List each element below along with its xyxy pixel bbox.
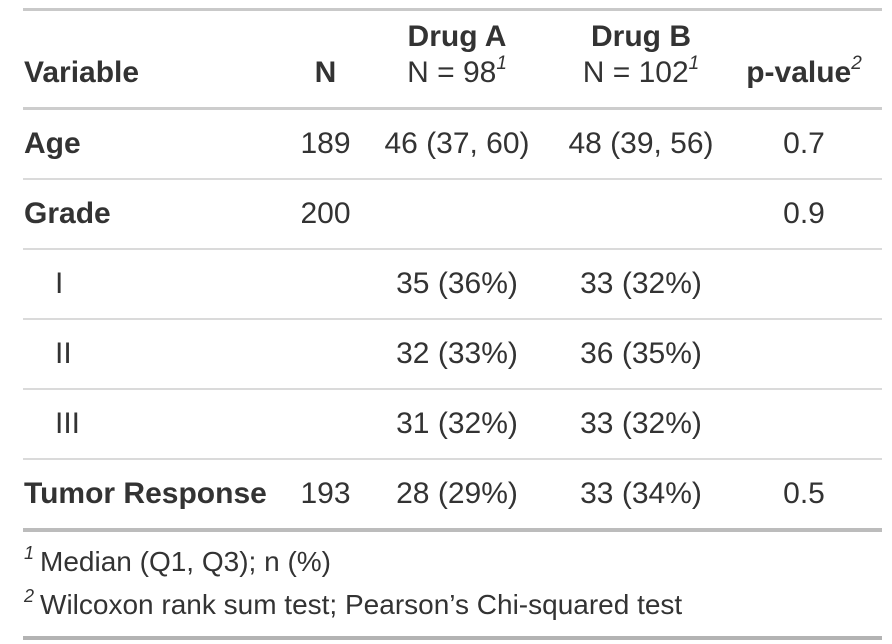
cell-p-value — [726, 319, 882, 390]
cell-p-value — [726, 389, 882, 460]
cell-drug-b: 33 (32%) — [556, 249, 726, 320]
cell-p-value: 0.9 — [726, 179, 882, 250]
table-footnotes: 1 Median (Q1, Q3); n (%) 2 Wilcoxon rank s… — [23, 532, 882, 640]
cell-p-value: 0.5 — [726, 459, 882, 532]
cell-drug-b: 33 (32%) — [556, 389, 726, 460]
cell-label: III — [23, 389, 293, 460]
cell-n — [293, 389, 358, 460]
cell-n — [293, 319, 358, 390]
cell-drug-b: 48 (39, 56) — [556, 108, 726, 180]
cell-n: 200 — [293, 179, 358, 250]
col-header-drug-b-title: Drug B — [591, 20, 691, 53]
cell-n — [293, 249, 358, 320]
cell-drug-a: 32 (33%) — [358, 319, 556, 390]
header-row: Variable N Drug A N = 981 Drug B N = 102… — [23, 9, 882, 110]
col-header-n: N — [293, 9, 358, 110]
footnote-1-text: Median (Q1, Q3); n (%) — [40, 546, 331, 577]
col-header-p-value: p-value2 — [726, 9, 882, 110]
col-header-drug-a-title: Drug A — [407, 20, 507, 53]
cell-drug-a: 28 (29%) — [358, 459, 556, 532]
col-header-variable: Variable — [23, 9, 293, 110]
footnote-2-text: Wilcoxon rank sum test; Pearson’s Chi-sq… — [40, 589, 683, 620]
summary-table-container: Variable N Drug A N = 981 Drug B N = 102… — [23, 8, 882, 640]
cell-drug-b — [556, 179, 726, 250]
cell-label: II — [23, 319, 293, 390]
table-row-age: Age 189 46 (37, 60) 48 (39, 56) 0.7 — [23, 108, 882, 180]
table-row-tumor-response: Tumor Response 193 28 (29%) 33 (34%) 0.5 — [23, 459, 882, 532]
footnote-2: 2 Wilcoxon rank sum test; Pearson’s Chi-s… — [24, 586, 882, 624]
footnote-mark-1: 1 — [496, 53, 507, 74]
col-header-drug-b-n: N = 1021 — [582, 53, 700, 89]
cell-label: Tumor Response — [23, 459, 293, 532]
cell-drug-a — [358, 179, 556, 250]
cell-n: 193 — [293, 459, 358, 532]
cell-label: Grade — [23, 179, 293, 250]
cell-p-value — [726, 249, 882, 320]
table-header: Variable N Drug A N = 981 Drug B N = 102… — [23, 9, 882, 110]
table-row-grade-iii: III 31 (32%) 33 (32%) — [23, 389, 882, 460]
col-header-drug-b: Drug B N = 1021 — [556, 9, 726, 110]
table-body: Age 189 46 (37, 60) 48 (39, 56) 0.7 Grad… — [23, 108, 882, 532]
table-row-grade-ii: II 32 (33%) 36 (35%) — [23, 319, 882, 390]
table-row-grade: Grade 200 0.9 — [23, 179, 882, 250]
footnote-1: 1 Median (Q1, Q3); n (%) — [24, 543, 882, 581]
cell-drug-a: 31 (32%) — [358, 389, 556, 460]
cell-drug-a: 46 (37, 60) — [358, 108, 556, 180]
cell-drug-b: 36 (35%) — [556, 319, 726, 390]
cell-label: I — [23, 249, 293, 320]
footnote-mark-2: 2 — [851, 53, 862, 74]
summary-table: Variable N Drug A N = 981 Drug B N = 102… — [23, 8, 882, 532]
col-header-drug-a-n: N = 981 — [407, 53, 507, 89]
table-row-grade-i: I 35 (36%) 33 (32%) — [23, 249, 882, 320]
footnote-1-mark: 1 — [24, 542, 35, 563]
cell-drug-b: 33 (34%) — [556, 459, 726, 532]
col-header-drug-a: Drug A N = 981 — [358, 9, 556, 110]
footnote-mark-1: 1 — [688, 53, 700, 74]
cell-p-value: 0.7 — [726, 108, 882, 180]
cell-label: Age — [23, 108, 293, 180]
footnote-2-mark: 2 — [24, 585, 35, 606]
cell-n: 189 — [293, 108, 358, 180]
cell-drug-a: 35 (36%) — [358, 249, 556, 320]
